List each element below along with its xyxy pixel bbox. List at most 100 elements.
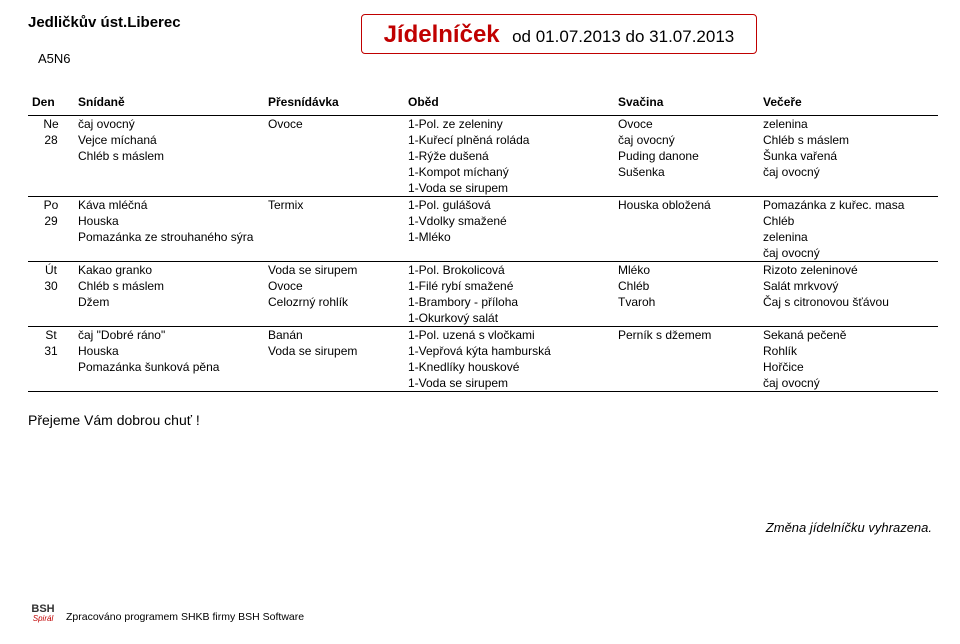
cell-sva: Ovoce — [614, 116, 759, 133]
cell-obe: 1-Brambory - příloha — [404, 294, 614, 310]
table-bottom-rule — [28, 391, 938, 392]
day-cell: Po — [28, 197, 74, 214]
cell-sva: Chléb — [614, 278, 759, 294]
cell-pre: Voda se sirupem — [264, 343, 404, 359]
logo-bottom: Spirál — [28, 615, 58, 623]
header-row: Den Snídaně Přesnídávka Oběd Svačina Več… — [28, 92, 938, 116]
col-obe: Oběd — [404, 92, 614, 116]
cell-sva — [614, 213, 759, 229]
day-cell: 28 — [28, 132, 74, 148]
cell-sni — [74, 164, 264, 180]
col-sni: Snídaně — [74, 92, 264, 116]
day-cell — [28, 180, 74, 197]
table-row: DžemCelozrný rohlík1-Brambory - přílohaT… — [28, 294, 938, 310]
table-row: Nečaj ovocnýOvoce1-Pol. ze zeleninyOvoce… — [28, 116, 938, 133]
cell-pre: Celozrný rohlík — [264, 294, 404, 310]
cell-sni — [74, 245, 264, 262]
cell-vec — [759, 310, 938, 327]
table-row: ÚtKakao grankoVoda se sirupem1-Pol. Brok… — [28, 262, 938, 279]
cell-obe: 1-Voda se sirupem — [404, 180, 614, 197]
day-cell — [28, 164, 74, 180]
header-left: Jedličkův úst.Liberec A5N6 — [28, 14, 181, 66]
cell-vec: Rohlík — [759, 343, 938, 359]
table-row: 1-Voda se sirupemčaj ovocný — [28, 375, 938, 391]
cell-pre — [264, 132, 404, 148]
cell-sva: Sušenka — [614, 164, 759, 180]
cell-pre — [264, 164, 404, 180]
cell-pre — [264, 359, 404, 375]
day-cell: 29 — [28, 213, 74, 229]
cell-vec: zelenina — [759, 116, 938, 133]
day-cell: Ne — [28, 116, 74, 133]
cell-obe: 1-Pol. Brokolicová — [404, 262, 614, 279]
cell-vec: čaj ovocný — [759, 245, 938, 262]
menu-table: Den Snídaně Přesnídávka Oběd Svačina Več… — [28, 92, 938, 391]
cell-sva: Houska obložená — [614, 197, 759, 214]
greeting: Přejeme Vám dobrou chuť ! — [28, 412, 940, 428]
table-body: Nečaj ovocnýOvoce1-Pol. ze zeleninyOvoce… — [28, 116, 938, 392]
table-row: 29Houska1-Vdolky smaženéChléb — [28, 213, 938, 229]
footer: BSH Spirál Zpracováno programem SHKB fir… — [28, 604, 304, 630]
page: Jedličkův úst.Liberec A5N6 Jídelníček od… — [0, 0, 960, 644]
cell-sva: Tvaroh — [614, 294, 759, 310]
cell-sva: Mléko — [614, 262, 759, 279]
day-cell — [28, 310, 74, 327]
cell-obe: 1-Vdolky smažené — [404, 213, 614, 229]
cell-sni — [74, 375, 264, 391]
table-row: 30Chléb s máslemOvoce1-Filé rybí smažené… — [28, 278, 938, 294]
cell-sni: Chléb s máslem — [74, 148, 264, 164]
cell-sni: Pomazánka ze strouhaného sýra — [74, 229, 264, 245]
day-cell: St — [28, 327, 74, 344]
cell-vec: čaj ovocný — [759, 164, 938, 180]
table-row: 1-Okurkový salát — [28, 310, 938, 327]
cell-obe: 1-Knedlíky houskové — [404, 359, 614, 375]
col-vec: Večeře — [759, 92, 938, 116]
code: A5N6 — [38, 51, 181, 66]
day-cell — [28, 294, 74, 310]
cell-pre — [264, 375, 404, 391]
cell-sni: Kakao granko — [74, 262, 264, 279]
change-note: Změna jídelníčku vyhrazena. — [766, 520, 932, 535]
day-cell — [28, 229, 74, 245]
table-row: Pomazánka šunková pěna1-Knedlíky houskov… — [28, 359, 938, 375]
cell-pre — [264, 229, 404, 245]
cell-sni: Vejce míchaná — [74, 132, 264, 148]
cell-vec: Čaj s citronovou šťávou — [759, 294, 938, 310]
cell-vec: Rizoto zeleninové — [759, 262, 938, 279]
cell-pre — [264, 148, 404, 164]
cell-sni: Káva mléčná — [74, 197, 264, 214]
footer-credit: Zpracováno programem SHKB firmy BSH Soft… — [66, 611, 304, 623]
cell-sni: Chléb s máslem — [74, 278, 264, 294]
table-row: čaj ovocný — [28, 245, 938, 262]
cell-vec: Chléb s máslem — [759, 132, 938, 148]
cell-pre — [264, 310, 404, 327]
cell-obe: 1-Okurkový salát — [404, 310, 614, 327]
school-name: Jedličkův úst.Liberec — [28, 14, 181, 31]
cell-pre: Ovoce — [264, 116, 404, 133]
cell-pre: Banán — [264, 327, 404, 344]
day-cell — [28, 375, 74, 391]
cell-obe: 1-Vepřová kýta hamburská — [404, 343, 614, 359]
table-row: 1-Voda se sirupem — [28, 180, 938, 197]
day-cell: Út — [28, 262, 74, 279]
cell-pre — [264, 180, 404, 197]
day-cell — [28, 359, 74, 375]
cell-sva: Puding danone — [614, 148, 759, 164]
cell-vec: Šunka vařená — [759, 148, 938, 164]
cell-obe: 1-Filé rybí smažené — [404, 278, 614, 294]
day-cell — [28, 245, 74, 262]
cell-pre: Voda se sirupem — [264, 262, 404, 279]
cell-vec: Salát mrkvový — [759, 278, 938, 294]
cell-sva — [614, 359, 759, 375]
cell-obe: 1-Pol. gulášová — [404, 197, 614, 214]
cell-sni: Houska — [74, 213, 264, 229]
cell-sva: Perník s džemem — [614, 327, 759, 344]
day-cell: 30 — [28, 278, 74, 294]
col-pre: Přesnídávka — [264, 92, 404, 116]
cell-sni — [74, 180, 264, 197]
day-cell: 31 — [28, 343, 74, 359]
cell-sni: Džem — [74, 294, 264, 310]
cell-vec — [759, 180, 938, 197]
table-row: Stčaj "Dobré ráno"Banán1-Pol. uzená s vl… — [28, 327, 938, 344]
col-den: Den — [28, 92, 74, 116]
